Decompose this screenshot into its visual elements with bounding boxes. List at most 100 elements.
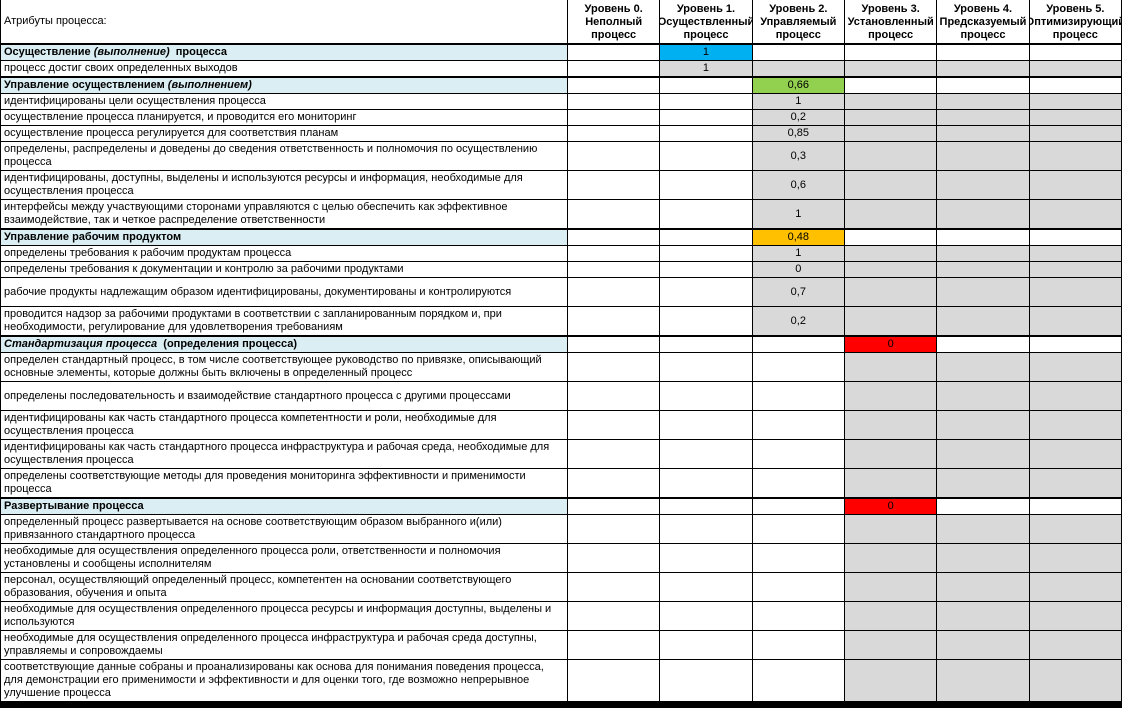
attributes-header-cell[interactable]: Атрибуты процесса:	[1, 0, 568, 43]
level-0-cell[interactable]	[568, 573, 661, 601]
level-1-cell[interactable]	[660, 515, 753, 543]
level-1-cell[interactable]	[660, 200, 753, 228]
level-3-cell[interactable]	[845, 515, 938, 543]
level-0-cell[interactable]	[568, 660, 661, 701]
level-1-cell[interactable]	[660, 353, 753, 381]
level-0-cell[interactable]	[568, 353, 661, 381]
level-0-cell[interactable]	[568, 200, 661, 228]
level-4-cell[interactable]	[937, 142, 1030, 170]
level-4-cell[interactable]	[937, 246, 1030, 261]
level-4-cell[interactable]	[937, 61, 1030, 76]
level-3-cell[interactable]	[845, 94, 938, 109]
level-5-header-cell[interactable]: Уровень 5. Оптимизирующий процесс	[1030, 0, 1122, 43]
level-2-cell[interactable]	[753, 499, 845, 514]
level-4-cell[interactable]	[937, 278, 1030, 306]
level-0-cell[interactable]	[568, 94, 661, 109]
attribute-cell[interactable]: необходимые для осуществления определенн…	[1, 631, 568, 659]
attribute-cell[interactable]: Развертывание процесса	[1, 499, 568, 514]
level-0-cell[interactable]	[568, 278, 661, 306]
level-5-cell[interactable]	[1029, 142, 1122, 170]
level-0-cell[interactable]	[568, 110, 661, 125]
level-4-cell[interactable]	[937, 171, 1030, 199]
level-4-cell[interactable]	[937, 440, 1030, 468]
attribute-cell[interactable]: идентифицированы, доступны, выделены и и…	[1, 171, 568, 199]
attribute-cell[interactable]: определены, распределены и доведены до с…	[1, 142, 568, 170]
attribute-cell[interactable]: определен стандартный процесс, в том чис…	[1, 353, 568, 381]
level-2-cell[interactable]: 0,6	[752, 171, 845, 199]
level-1-cell[interactable]	[660, 171, 753, 199]
level-0-header-cell[interactable]: Уровень 0. Неполный процесс	[568, 0, 661, 43]
level-3-cell[interactable]	[845, 278, 938, 306]
level-3-cell[interactable]: 0	[845, 337, 938, 352]
level-2-cell[interactable]	[753, 440, 845, 468]
level-5-cell[interactable]	[1029, 382, 1122, 410]
level-1-cell[interactable]	[660, 660, 753, 701]
level-1-cell[interactable]	[660, 246, 753, 261]
level-4-cell[interactable]	[937, 382, 1030, 410]
attribute-cell[interactable]: определены соответствующие методы для пр…	[1, 469, 568, 497]
level-3-cell[interactable]	[845, 45, 938, 60]
level-1-cell[interactable]	[660, 230, 753, 245]
level-2-cell[interactable]: 1	[752, 246, 845, 261]
level-5-cell[interactable]	[1029, 353, 1122, 381]
attribute-cell[interactable]: Осуществление (выполнение) процесса	[1, 45, 568, 60]
level-0-cell[interactable]	[568, 544, 661, 572]
level-4-cell[interactable]	[937, 230, 1030, 245]
level-3-cell[interactable]	[845, 142, 938, 170]
level-1-cell[interactable]	[660, 262, 753, 277]
level-5-cell[interactable]	[1029, 411, 1122, 439]
level-2-cell[interactable]	[753, 602, 845, 630]
level-4-cell[interactable]	[937, 200, 1030, 228]
level-2-cell[interactable]	[753, 631, 845, 659]
level-5-cell[interactable]	[1029, 440, 1122, 468]
level-1-cell[interactable]	[660, 499, 753, 514]
level-3-cell[interactable]	[845, 110, 938, 125]
level-1-cell[interactable]	[660, 78, 753, 93]
attribute-cell[interactable]: осуществление процесса регулируется для …	[1, 126, 568, 141]
level-1-cell[interactable]	[660, 337, 753, 352]
level-2-cell[interactable]	[753, 45, 845, 60]
level-5-cell[interactable]	[1029, 246, 1122, 261]
attribute-cell[interactable]: Стандартизация процесса (определения про…	[1, 337, 568, 352]
level-2-cell[interactable]	[753, 515, 845, 543]
level-0-cell[interactable]	[568, 631, 661, 659]
attribute-cell[interactable]: определены требования к рабочим продукта…	[1, 246, 568, 261]
level-2-cell[interactable]: 0	[752, 262, 845, 277]
level-1-cell[interactable]	[660, 411, 753, 439]
level-4-cell[interactable]	[937, 262, 1030, 277]
level-5-cell[interactable]	[1029, 515, 1122, 543]
level-5-cell[interactable]	[1029, 660, 1122, 701]
level-2-cell[interactable]: 0,3	[752, 142, 845, 170]
level-3-cell[interactable]	[845, 171, 938, 199]
level-3-cell[interactable]	[845, 246, 938, 261]
level-3-cell[interactable]	[845, 126, 938, 141]
level-0-cell[interactable]	[568, 440, 661, 468]
level-0-cell[interactable]	[568, 142, 661, 170]
level-4-cell[interactable]	[937, 544, 1030, 572]
level-4-cell[interactable]	[937, 515, 1030, 543]
attribute-cell[interactable]: процесс достиг своих определенных выходо…	[1, 61, 568, 76]
level-4-cell[interactable]	[937, 660, 1030, 701]
level-2-cell[interactable]: 0,85	[752, 126, 845, 141]
attribute-cell[interactable]: идентифицированы цели осуществления проц…	[1, 94, 568, 109]
level-5-cell[interactable]	[1029, 61, 1122, 76]
level-1-cell[interactable]	[660, 126, 753, 141]
level-1-cell[interactable]: 1	[660, 45, 753, 60]
level-3-cell[interactable]	[845, 573, 938, 601]
attribute-cell[interactable]: идентифицированы как часть стандартного …	[1, 440, 568, 468]
level-3-cell[interactable]	[845, 262, 938, 277]
level-2-cell[interactable]: 0,2	[752, 110, 845, 125]
level-0-cell[interactable]	[568, 262, 661, 277]
level-3-cell[interactable]	[845, 61, 938, 76]
level-1-cell[interactable]	[660, 602, 753, 630]
level-2-cell[interactable]	[753, 382, 845, 410]
level-4-cell[interactable]	[937, 78, 1030, 93]
level-0-cell[interactable]	[568, 382, 661, 410]
attribute-cell[interactable]: Управление осуществлением (выполнением)	[1, 78, 568, 93]
level-1-cell[interactable]	[660, 142, 753, 170]
level-2-cell[interactable]	[753, 469, 845, 497]
level-0-cell[interactable]	[568, 307, 661, 335]
attribute-cell[interactable]: идентифицированы как часть стандартного …	[1, 411, 568, 439]
attribute-cell[interactable]: соответствующие данные собраны и проанал…	[1, 660, 568, 701]
level-1-cell[interactable]	[660, 469, 753, 497]
